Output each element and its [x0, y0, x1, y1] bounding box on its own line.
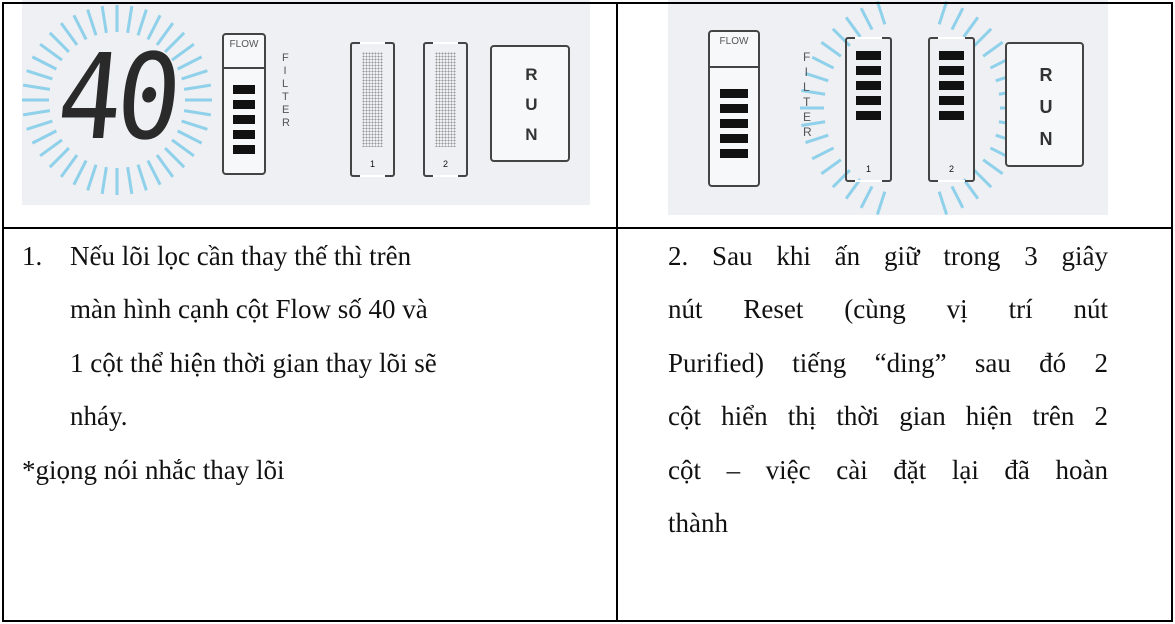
- run-box: RUN: [1005, 42, 1084, 167]
- text-line: màn hình cạnh cột Flow số 40 và: [70, 294, 428, 324]
- column-number: 2: [442, 159, 448, 169]
- blink-ray: [136, 9, 148, 36]
- blink-ray: [859, 7, 874, 31]
- flow-label: FLOW: [229, 39, 259, 50]
- blink-ray: [962, 16, 980, 38]
- blink-ray: [48, 31, 70, 53]
- blink-ray: [176, 55, 203, 71]
- note: *giọng nói nhắc thay lõi: [22, 455, 285, 485]
- blink-ray: [59, 154, 79, 178]
- blink-ray: [844, 16, 862, 38]
- blink-ray: [937, 191, 949, 215]
- blink-ray: [844, 178, 862, 200]
- blink-ray: [801, 120, 826, 128]
- blink-ray: [100, 5, 108, 34]
- blink-ray: [973, 27, 993, 47]
- run-label: RUN: [525, 65, 538, 144]
- blink-ray: [86, 9, 98, 36]
- blink-ray: [183, 109, 212, 117]
- text-line: nút Reset (cùng vị trí nút: [668, 294, 1108, 324]
- blink-ray: [72, 14, 88, 41]
- blink-ray: [937, 1, 949, 25]
- run-label: RUN: [1039, 65, 1053, 149]
- blink-ray: [875, 1, 887, 25]
- blink-ray: [31, 129, 58, 145]
- blink-ray: [183, 83, 212, 91]
- blink-ray: [126, 166, 134, 195]
- filter-column: 1: [350, 42, 395, 177]
- blink-ray: [136, 164, 148, 191]
- blink-ray: [164, 31, 186, 53]
- blink-ray: [155, 154, 175, 178]
- flow-box: FLOW: [222, 33, 266, 175]
- blink-ray: [48, 147, 70, 169]
- blink-ray: [39, 138, 63, 158]
- blink-ray: [26, 69, 53, 81]
- blink-ray: [805, 71, 829, 83]
- run-box: RUN: [490, 45, 570, 162]
- blink-ray: [176, 129, 203, 145]
- blink-ray: [171, 138, 195, 158]
- text-line: nháy.: [70, 401, 128, 431]
- text-line: Purified) tiếng “ding” sau đó 2: [668, 347, 1108, 378]
- blink-ray: [820, 158, 842, 176]
- blink-ray: [181, 69, 208, 81]
- blink-ray: [39, 42, 63, 62]
- blink-ray: [875, 191, 887, 215]
- blink-ray: [973, 169, 993, 189]
- blink-ray: [950, 185, 965, 209]
- filter-column: 2: [423, 42, 468, 177]
- text-line: 2. Sau khi ấn giữ trong 3 giây: [668, 240, 1108, 271]
- blink-ray: [164, 147, 186, 169]
- blink-ray: [146, 14, 162, 41]
- digit-display: 40: [51, 28, 183, 166]
- blink-ray: [801, 88, 826, 96]
- blink-ray: [155, 22, 175, 46]
- blink-ray: [22, 109, 51, 117]
- blink-ray: [181, 119, 208, 131]
- text-line: thành: [668, 508, 728, 538]
- blink-ray: [86, 164, 98, 191]
- flow-label: FLOW: [719, 36, 749, 47]
- filter-column: 1: [845, 37, 892, 182]
- blink-ray: [950, 7, 965, 31]
- text-line: Nếu lõi lọc cần thay thế thì trên: [70, 240, 412, 271]
- filter-label: FILTER: [282, 52, 290, 129]
- blink-ray: [820, 40, 842, 58]
- column-number: 1: [369, 159, 375, 169]
- blink-ray: [26, 119, 53, 131]
- text-line: cột hiển thị thời gian hiện trên 2: [668, 401, 1108, 431]
- blink-ray: [811, 146, 835, 161]
- blink-ray: [126, 5, 134, 34]
- flow-box: FLOW: [708, 30, 760, 187]
- blink-ray: [859, 185, 874, 209]
- blink-ray: [22, 83, 51, 91]
- blink-ray: [982, 40, 1004, 58]
- blink-ray: [31, 55, 58, 71]
- column-number: 2: [948, 164, 954, 174]
- blink-ray: [811, 55, 835, 70]
- blink-ray: [805, 133, 829, 145]
- list-number: 1.: [22, 240, 43, 271]
- filter-column: 2: [928, 37, 975, 182]
- blink-ray: [982, 158, 1004, 176]
- blink-ray: [59, 22, 79, 46]
- blink-ray: [146, 159, 162, 186]
- text-line: 1 cột thể hiện thời gian thay lõi sẽ: [70, 347, 437, 378]
- blink-ray: [100, 166, 108, 195]
- blink-ray: [962, 178, 980, 200]
- blink-ray: [72, 159, 88, 186]
- text-line: cột – việc cài đặt lại đã hoàn: [668, 454, 1108, 485]
- filter-label: FILTER: [803, 50, 812, 139]
- blink-ray: [171, 42, 195, 62]
- column-number: 1: [865, 164, 871, 174]
